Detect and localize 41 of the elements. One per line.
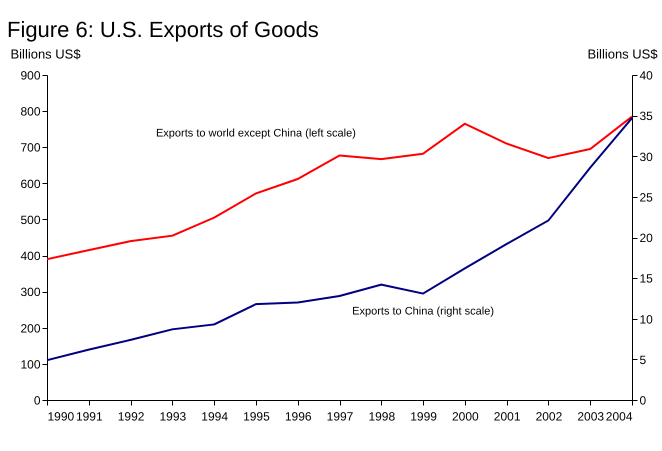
y2-tick-label: 5	[640, 352, 646, 367]
y-tick-label: 400	[20, 249, 41, 264]
x-tick-label: 1995	[243, 410, 270, 424]
x-tick-label: 1998	[368, 410, 396, 424]
line-series	[46, 117, 633, 362]
x-tick-label: 1999	[410, 410, 438, 424]
x-tick-label: 1993	[160, 410, 187, 424]
x-tick-label: 1992	[118, 410, 145, 424]
x-tick-label: 1996	[284, 410, 312, 424]
x-tick-label: 2003	[577, 410, 604, 424]
y-tick-label: 500	[20, 212, 41, 227]
y2-tick-label: 0	[640, 394, 646, 408]
series-label: Exports to world except China (left scale)	[156, 127, 356, 140]
x-tick-label: 2004	[606, 410, 633, 424]
x-tick-label: 1990	[48, 410, 75, 424]
y-tick-label: 300	[20, 285, 41, 300]
y2-tick-label: 20	[640, 231, 654, 245]
y-tick-label: 700	[20, 140, 41, 155]
line-series	[46, 116, 633, 260]
chart-title: Figure 6: U.S. Exports of Goods	[7, 17, 319, 42]
y-axis-title: Billions US$	[10, 46, 82, 62]
series-label: Exports to China (right scale)	[352, 306, 494, 318]
y-tick-label: 0	[34, 394, 41, 408]
y-tick-label: 200	[20, 321, 41, 336]
x-tick-label: 2002	[536, 410, 563, 424]
y-tick-label: 600	[20, 176, 41, 191]
x-tick-label: 1997	[326, 410, 354, 424]
x-tick-label: 2001	[494, 410, 521, 424]
y-tick-label: 100	[20, 357, 41, 372]
y-tick-label: 800	[20, 104, 41, 119]
x-tick-label: 2000	[452, 410, 480, 424]
y2-axis-title: Billions US$	[588, 46, 658, 62]
y2-tick-label: 30	[640, 150, 654, 164]
y2-tick-label: 25	[640, 190, 654, 204]
y2-tick-label: 35	[640, 109, 654, 124]
x-tick-label: 1994	[201, 410, 228, 424]
y-tick-label: 900	[20, 68, 41, 82]
y2-tick-label: 15	[640, 272, 654, 286]
y2-tick-label: 40	[640, 68, 654, 82]
x-tick-label: 1991	[76, 410, 103, 424]
y2-tick-label: 10	[640, 312, 654, 326]
